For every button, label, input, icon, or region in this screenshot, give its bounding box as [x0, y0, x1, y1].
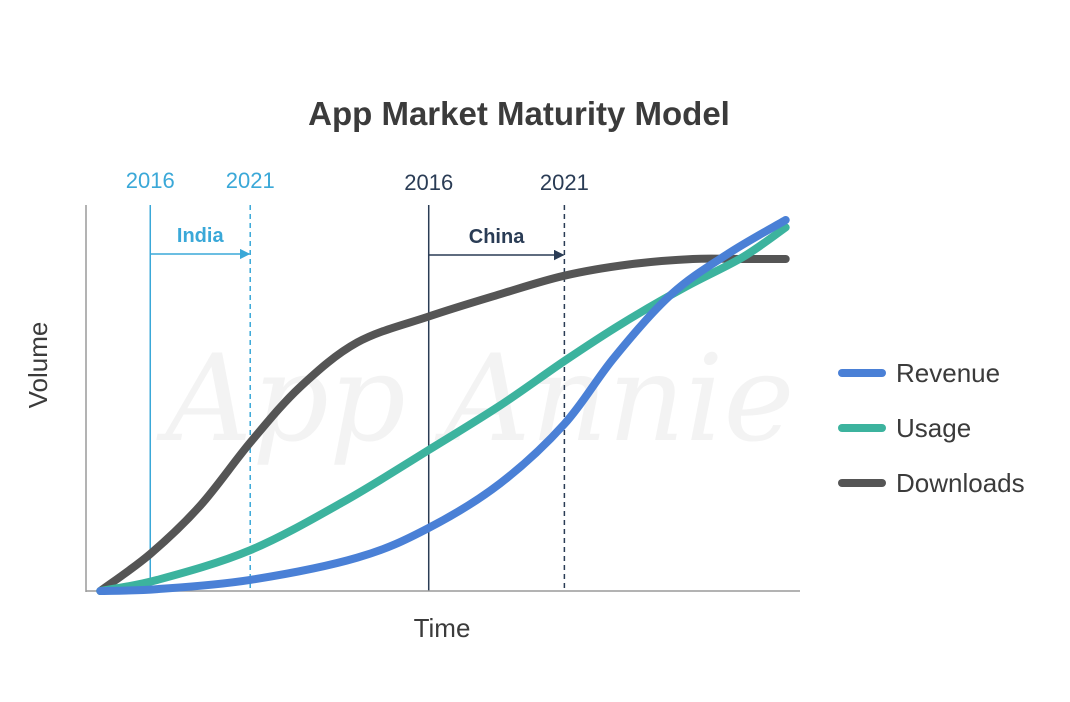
watermark: App Annie [155, 330, 794, 469]
y-axis-label: Volume [23, 322, 53, 409]
legend-label-usage: Usage [896, 413, 971, 443]
series-lines [96, 216, 790, 595]
legend: Revenue Usage Downloads [838, 358, 1025, 498]
series-line-revenue [96, 216, 790, 595]
china-start-year: 2016 [404, 170, 453, 195]
legend-label-downloads: Downloads [896, 468, 1025, 498]
india-end-year: 2021 [226, 168, 275, 193]
india-start-year: 2016 [126, 168, 175, 193]
chart-title: App Market Maturity Model [308, 95, 730, 132]
legend-label-revenue: Revenue [896, 358, 1000, 388]
series-line-downloads [96, 254, 790, 595]
series-line-usage [96, 223, 790, 595]
china-end-year: 2021 [540, 170, 589, 195]
india-region-label: India [177, 225, 225, 247]
x-axis-label: Time [414, 613, 471, 643]
period-markers: 2016 2021 India 2016 2021 China [126, 168, 589, 591]
china-region-label: China [469, 226, 525, 248]
